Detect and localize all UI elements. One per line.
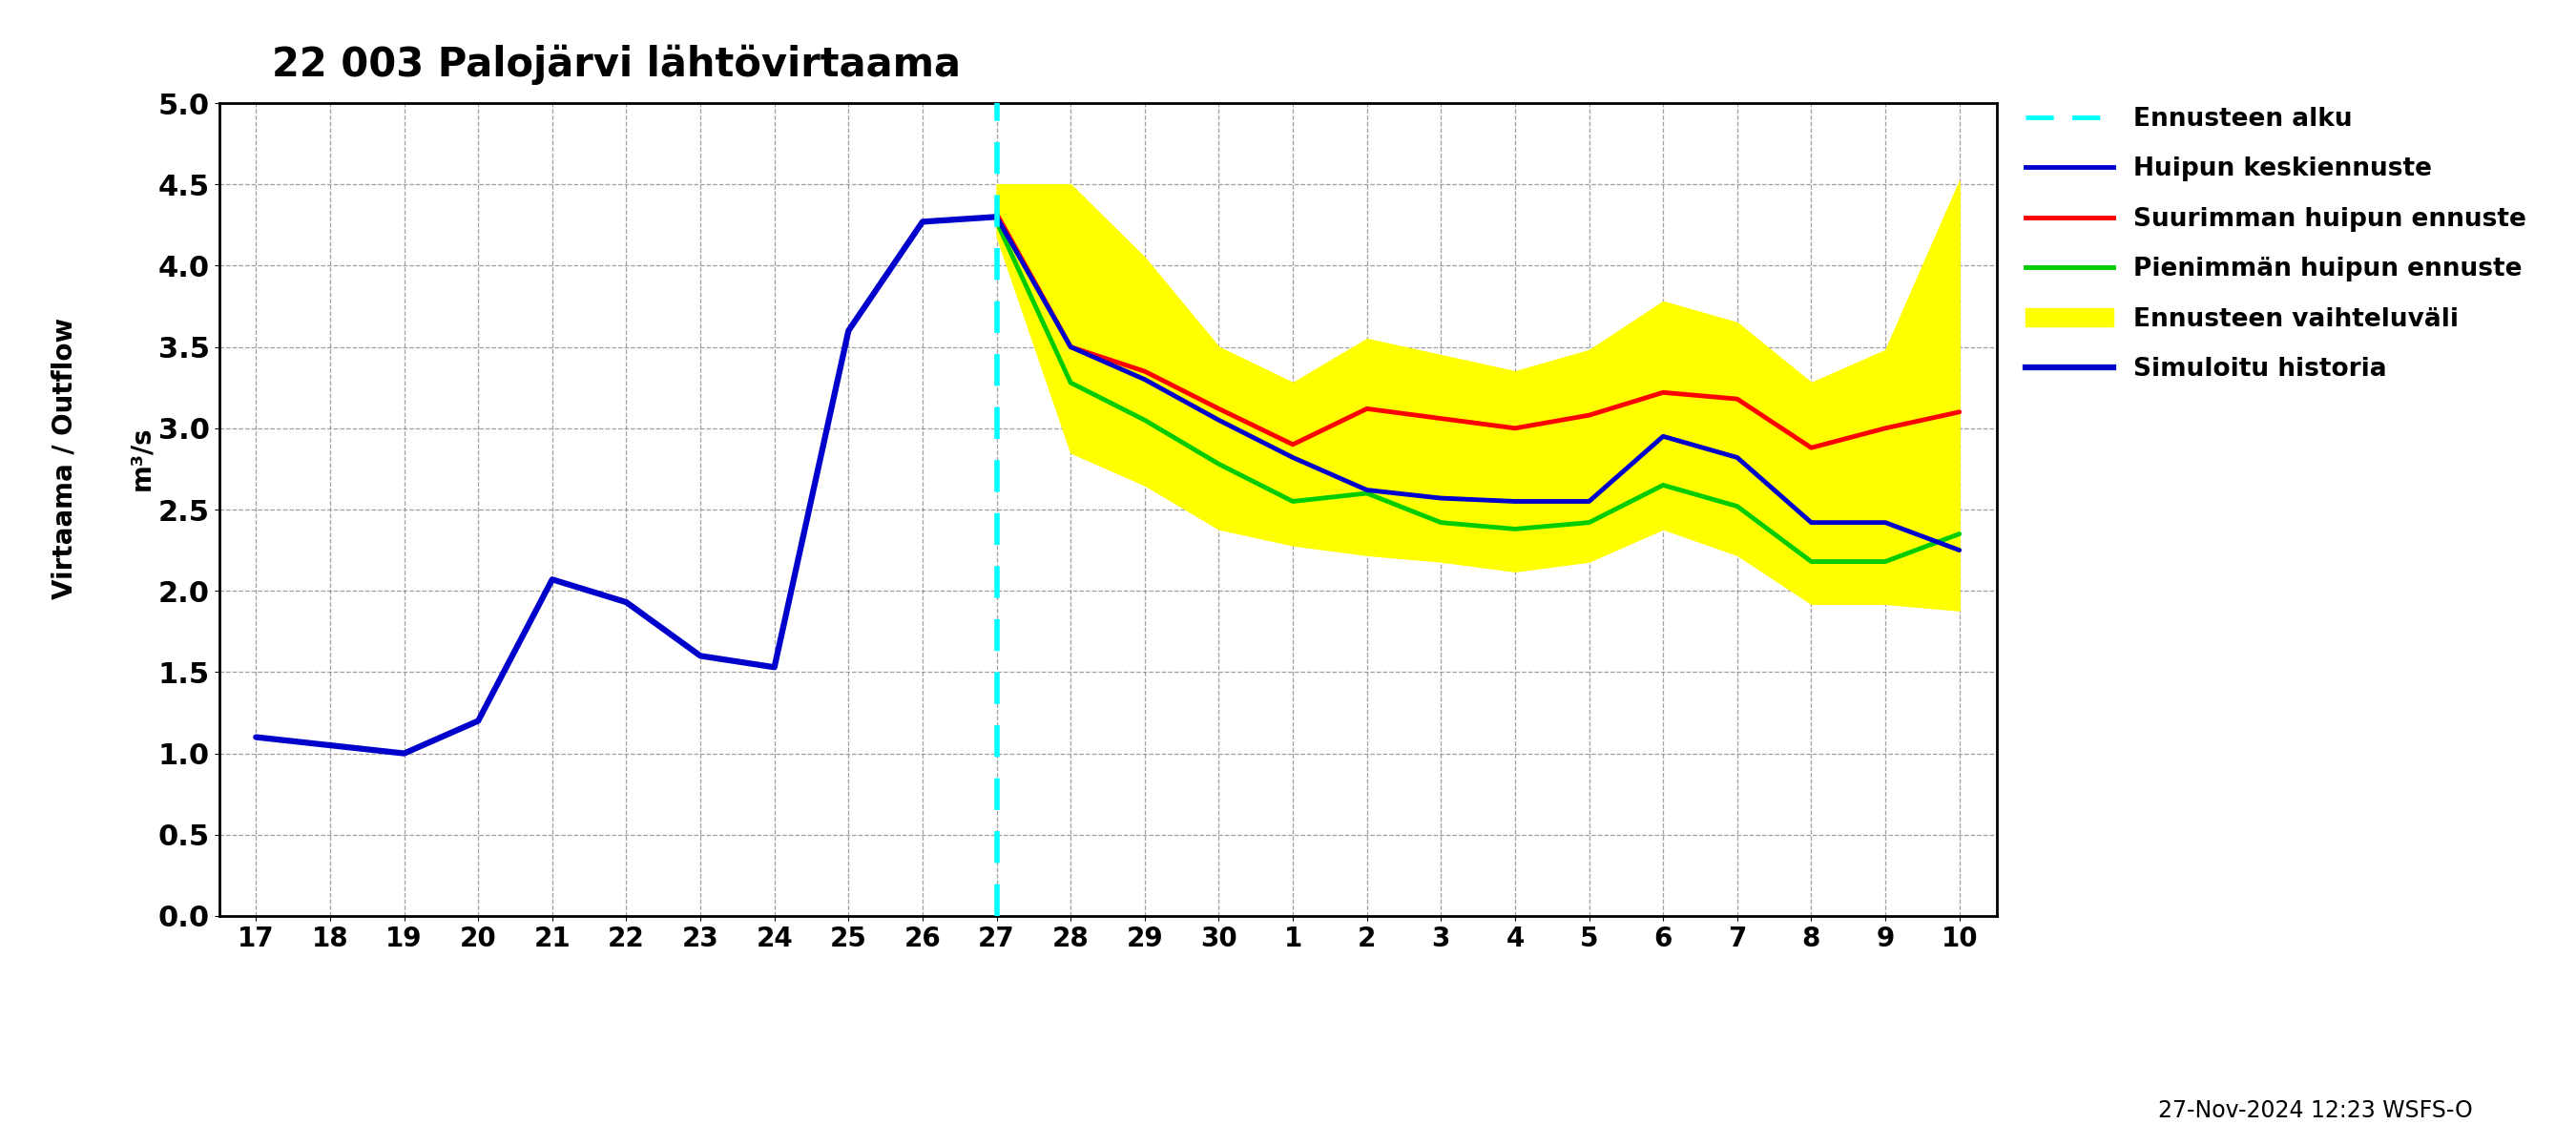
Legend: Ennusteen alku, Huipun keskiennuste, Suurimman huipun ennuste, Pienimmän huipun : Ennusteen alku, Huipun keskiennuste, Suu… [2017, 100, 2535, 389]
Text: 27-Nov-2024 12:23 WSFS-O: 27-Nov-2024 12:23 WSFS-O [2159, 1099, 2473, 1122]
Text: Virtaama / Outflow: Virtaama / Outflow [52, 317, 77, 599]
Text: 22 003 Palojärvi lähtövirtaama: 22 003 Palojärvi lähtövirtaama [273, 45, 961, 85]
Text: m³/s: m³/s [129, 426, 155, 490]
